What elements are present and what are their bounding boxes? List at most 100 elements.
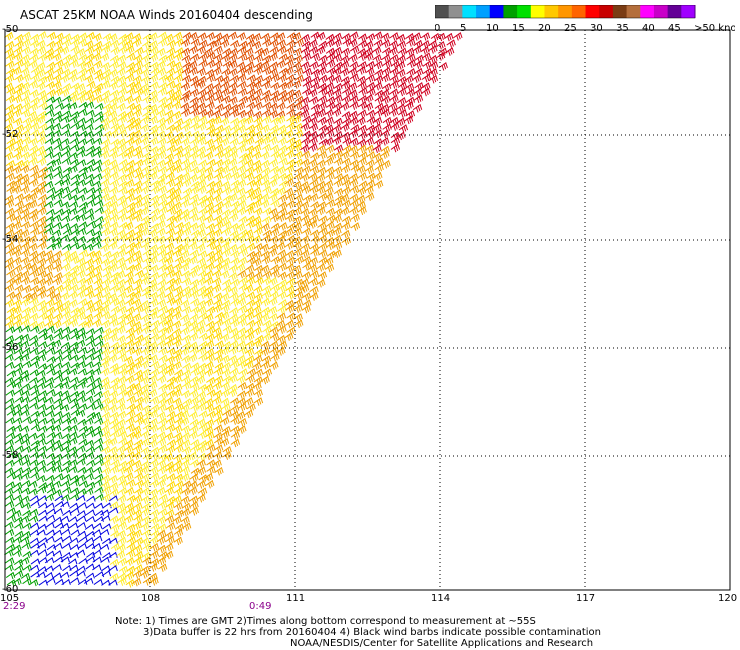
wind-barb (59, 74, 70, 83)
wind-barb (308, 39, 318, 48)
wind-barb (317, 61, 327, 70)
wind-barb (262, 320, 272, 329)
wind-barb (118, 199, 128, 209)
wind-barb (124, 472, 134, 481)
longitude-tick-label: 117 (576, 593, 596, 604)
wind-barb (284, 299, 295, 309)
wind-barb (21, 73, 32, 83)
wind-barb (86, 220, 97, 228)
wind-barb (222, 375, 232, 385)
wind-barb (253, 116, 263, 126)
wind-barb (44, 377, 55, 385)
wind-barb (21, 221, 31, 230)
wind-barb (365, 33, 376, 42)
wind-barb (228, 272, 238, 281)
wind-barb (13, 494, 23, 502)
wind-barb (101, 221, 111, 230)
wind-barb (14, 467, 24, 475)
wind-barb (316, 279, 326, 288)
wind-barb (52, 115, 63, 123)
wind-barb (36, 250, 47, 259)
wind-barb (85, 328, 96, 336)
wind-barb (13, 52, 23, 61)
wind-barb (220, 389, 230, 398)
wind-barb (372, 123, 382, 133)
wind-barb (22, 522, 32, 530)
wind-barb (172, 194, 182, 203)
wind-barb (372, 46, 382, 55)
wind-barb (350, 222, 361, 231)
wind-barb (333, 188, 344, 197)
wind-barb (101, 285, 111, 294)
wind-barb (132, 339, 142, 349)
wind-barb (292, 89, 302, 99)
wind-barb (180, 425, 191, 434)
legend-swatch (462, 5, 477, 18)
wind-barb (436, 41, 446, 50)
wind-barb (188, 45, 199, 55)
wind-barb (117, 521, 128, 530)
wind-barb (85, 516, 96, 522)
wind-barb (252, 151, 262, 160)
wind-barb (245, 54, 255, 63)
wind-barb (93, 437, 104, 445)
wind-barb (164, 291, 174, 301)
wind-barb (213, 180, 223, 189)
wind-barb (28, 103, 39, 112)
wind-barb (156, 145, 167, 154)
wind-barb (77, 368, 88, 376)
wind-barb (14, 74, 24, 83)
wind-barb (157, 38, 168, 47)
wind-barb (157, 137, 167, 147)
wind-barb (285, 304, 295, 313)
longitude-tick-label: 120 (718, 593, 738, 604)
wind-barb (36, 39, 46, 49)
wind-barb (84, 208, 94, 216)
wind-barb (421, 82, 431, 91)
wind-barb (181, 151, 191, 160)
wind-barb (166, 439, 177, 448)
wind-barb (181, 369, 192, 379)
wind-barb (102, 250, 112, 260)
wind-barb (61, 263, 71, 272)
wind-barb (237, 117, 247, 126)
wind-barb (14, 59, 24, 68)
wind-barb (260, 94, 271, 103)
wind-barb (325, 144, 335, 154)
wind-barb (68, 74, 78, 83)
wind-barb (196, 80, 206, 89)
wind-barb (246, 74, 257, 83)
wind-barb (108, 404, 118, 414)
wind-barb (53, 453, 63, 461)
wind-barb (436, 52, 446, 61)
wind-barb (182, 130, 192, 140)
wind-barb (93, 130, 103, 138)
wind-barb (21, 313, 31, 322)
wind-barb (277, 271, 287, 281)
wind-barb (14, 500, 25, 508)
wind-barb (332, 88, 342, 97)
wind-barb (333, 94, 343, 103)
wind-barb (116, 94, 126, 104)
wind-barb (197, 167, 207, 176)
wind-barb (46, 508, 57, 515)
wind-barb (117, 87, 128, 97)
wind-barb (54, 179, 64, 187)
wind-barb (70, 333, 80, 341)
wind-barb (45, 325, 55, 333)
wind-barb (126, 479, 136, 488)
wind-barb (293, 200, 304, 209)
wind-barb (148, 115, 158, 125)
wind-barb (61, 528, 71, 535)
wind-barb (70, 409, 81, 417)
footnote-line-1: Note: 1) Times are GMT 2)Times along bot… (115, 616, 536, 627)
wind-barb (172, 424, 183, 434)
wind-barb (93, 69, 103, 78)
wind-barb (244, 47, 254, 57)
wind-barb (117, 243, 127, 252)
wind-barb (333, 178, 343, 188)
wind-barb (430, 33, 441, 42)
wind-barb (205, 32, 215, 41)
wind-barb (158, 444, 168, 454)
wind-barb (156, 312, 167, 321)
